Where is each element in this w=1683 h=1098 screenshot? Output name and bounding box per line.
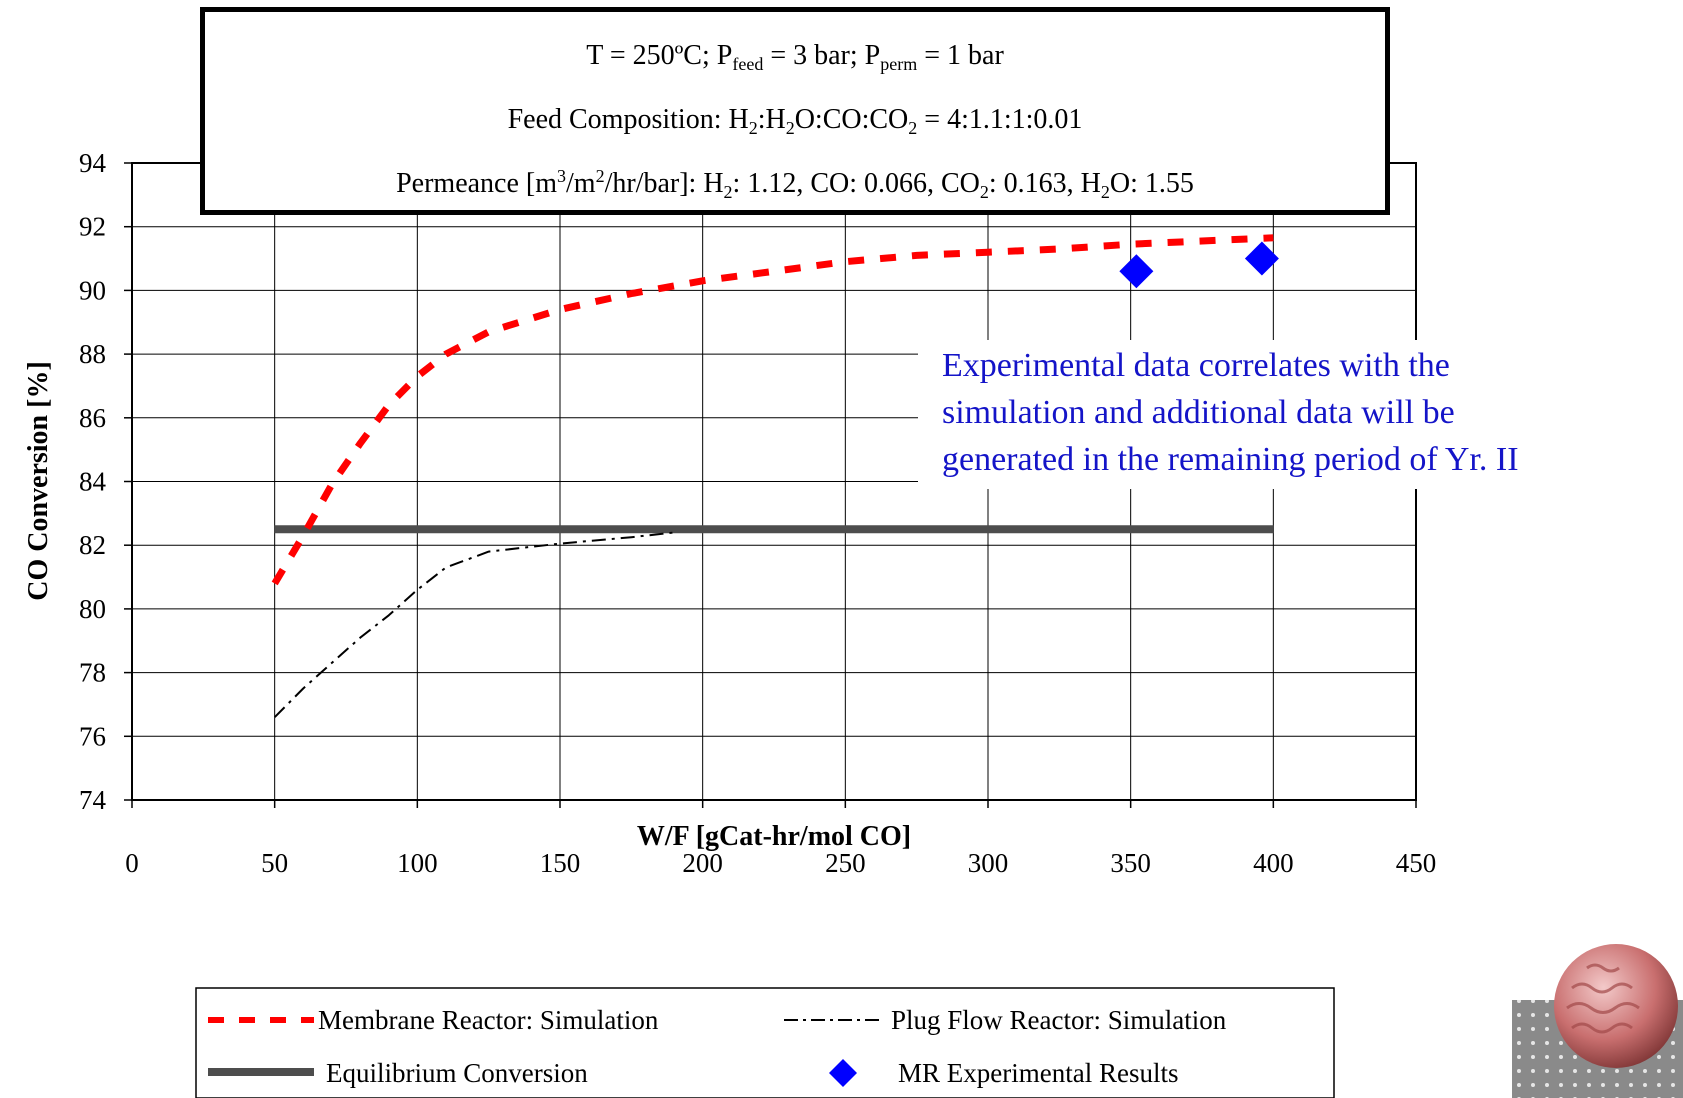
y-tick-label: 84 xyxy=(79,467,107,497)
experimental-point xyxy=(1244,241,1279,276)
conditions-box: T = 250ºC; Pfeed = 3 bar; Pperm = 1 bar … xyxy=(200,7,1390,215)
x-tick-label: 150 xyxy=(540,848,581,878)
annotation-line-3: generated in the remaining period of Yr.… xyxy=(942,441,1519,478)
conditions-line-2: Feed Composition: H2:H2O:CO:CO2 = 4:1.1:… xyxy=(507,104,1083,138)
y-tick-label: 88 xyxy=(79,339,106,369)
legend-box xyxy=(195,987,1335,1098)
legend-label-membrane: Membrane Reactor: Simulation xyxy=(318,1005,659,1035)
legend-label-pfr: Plug Flow Reactor: Simulation xyxy=(891,1005,1227,1035)
y-tick-label: 92 xyxy=(79,212,106,242)
x-tick-label: 250 xyxy=(825,848,866,878)
y-tick-label: 74 xyxy=(79,785,107,815)
legend-label-experimental: MR Experimental Results xyxy=(898,1058,1178,1088)
axis-ticks: 74 76 78 80 82 84 86 88 90 92 94 0 50 100 150 200 250 300… xyxy=(79,148,1436,878)
x-axis-title: W/F [gCat-hr/mol CO] xyxy=(637,821,911,852)
conditions-line-3: Permeance [m3/m2/hr/bar]: H2: 1.12, CO: … xyxy=(396,166,1194,202)
conditions-line-1: T = 250ºC; Pfeed = 3 bar; Pperm = 1 bar xyxy=(586,40,1004,74)
x-tick-label: 450 xyxy=(1396,848,1437,878)
logo-image xyxy=(1512,944,1683,1098)
series-line-dashed xyxy=(271,234,1274,586)
y-tick-label: 94 xyxy=(79,148,107,178)
x-tick-label: 350 xyxy=(1110,848,1151,878)
y-tick-label: 80 xyxy=(79,594,106,624)
y-tick-label: 86 xyxy=(79,403,106,433)
y-tick-label: 82 xyxy=(79,530,106,560)
y-tick-label: 76 xyxy=(79,721,106,751)
x-tick-label: 50 xyxy=(261,848,288,878)
y-axis-title: CO Conversion [%] xyxy=(23,361,54,601)
legend-label-equilibrium: Equilibrium Conversion xyxy=(326,1058,588,1088)
annotation-line-1: Experimental data correlates with the xyxy=(942,347,1450,384)
experimental-point xyxy=(1119,254,1154,289)
y-tick-label: 78 xyxy=(79,658,106,688)
y-tick-label: 90 xyxy=(79,275,106,305)
x-tick-label: 0 xyxy=(125,848,139,878)
logo-texture xyxy=(1566,963,1640,1034)
annotation-line-2: simulation and additional data will be xyxy=(942,394,1455,431)
annotation-text: Experimental data correlates with the si… xyxy=(918,340,1638,489)
series-group xyxy=(271,234,1279,718)
legend-marker-experimental xyxy=(829,1059,857,1087)
x-tick-label: 400 xyxy=(1253,848,1294,878)
x-tick-label: 100 xyxy=(397,848,438,878)
legend: Membrane Reactor: Simulation Plug Flow R… xyxy=(195,987,1335,1098)
series-line-dash-dot xyxy=(273,531,675,718)
x-tick-label: 300 xyxy=(968,848,1009,878)
x-tick-label: 200 xyxy=(682,848,723,878)
